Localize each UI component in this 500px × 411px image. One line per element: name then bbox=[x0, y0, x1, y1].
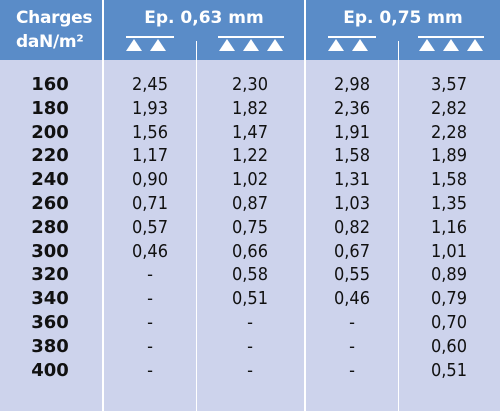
table-cell: 0,89 bbox=[430, 264, 468, 286]
column-divider bbox=[196, 41, 197, 411]
load-value: 280 bbox=[31, 216, 69, 238]
table-header: Charges daN/m² Ep. 0,63 mm Ep. 0,75 mm bbox=[0, 0, 500, 60]
table-cell: 0,60 bbox=[430, 335, 468, 357]
table-cell: 0,82 bbox=[333, 216, 371, 238]
table-cell: - bbox=[247, 335, 253, 357]
table-cell: 1,01 bbox=[430, 240, 468, 262]
table-cell: 2,30 bbox=[231, 74, 269, 95]
three-supports-icon bbox=[418, 36, 484, 52]
load-value: 200 bbox=[31, 121, 69, 143]
load-value: 360 bbox=[31, 312, 69, 333]
table-cell: 1,82 bbox=[231, 97, 269, 119]
load-value: 240 bbox=[31, 169, 69, 191]
table-cell: 0,70 bbox=[430, 312, 468, 333]
table-cell: 0,90 bbox=[131, 169, 169, 191]
two-supports-icon bbox=[126, 36, 174, 52]
table-cell: 2,36 bbox=[333, 97, 371, 119]
column-divider bbox=[398, 41, 399, 411]
table-cell: 1,02 bbox=[231, 169, 269, 191]
table-cell: - bbox=[147, 359, 153, 381]
table-cell: - bbox=[349, 335, 355, 357]
table-cell: 1,17 bbox=[131, 145, 169, 167]
table-row: 180 1,93 1,82 2,36 2,82 bbox=[0, 97, 500, 120]
table-cell: - bbox=[349, 312, 355, 333]
table-cell: - bbox=[147, 288, 153, 310]
two-supports-icon bbox=[328, 36, 376, 52]
table-row: 400 - - - 0,51 bbox=[0, 359, 500, 382]
table-cell: 1,22 bbox=[231, 145, 269, 167]
charges-unit: daN/m² bbox=[16, 32, 84, 52]
load-value: 180 bbox=[31, 97, 69, 119]
table-cell: 0,51 bbox=[430, 359, 468, 381]
table-cell: 0,55 bbox=[333, 264, 371, 286]
table-cell: - bbox=[349, 359, 355, 381]
table-cell: 1,16 bbox=[430, 216, 468, 238]
table-cell: 0,58 bbox=[231, 264, 269, 286]
load-value: 260 bbox=[31, 193, 69, 214]
table-cell: 1,47 bbox=[231, 121, 269, 143]
load-value: 400 bbox=[31, 359, 69, 381]
table-row: 200 1,56 1,47 1,91 2,28 bbox=[0, 121, 500, 144]
table-row: 320 - 0,58 0,55 0,89 bbox=[0, 263, 500, 286]
table-cell: 0,87 bbox=[231, 193, 269, 214]
table-cell: 1,93 bbox=[131, 97, 169, 119]
load-value: 380 bbox=[31, 335, 69, 357]
charges-header: Charges daN/m² bbox=[16, 6, 106, 54]
table-cell: 1,89 bbox=[430, 145, 468, 167]
thickness-header-075: Ep. 0,75 mm bbox=[343, 8, 463, 28]
table-row: 240 0,90 1,02 1,31 1,58 bbox=[0, 168, 500, 191]
table-cell: 1,31 bbox=[333, 169, 371, 191]
table-cell: 0,51 bbox=[231, 288, 269, 310]
table-row: 160 2,45 2,30 2,98 3,57 bbox=[0, 73, 500, 96]
table-cell: - bbox=[147, 312, 153, 333]
table-row: 340 - 0,51 0,46 0,79 bbox=[0, 287, 500, 310]
column-divider bbox=[304, 0, 306, 411]
column-divider bbox=[102, 0, 104, 411]
table-cell: 0,79 bbox=[430, 288, 468, 310]
table-cell: - bbox=[147, 264, 153, 286]
table-cell: - bbox=[147, 335, 153, 357]
table-cell: 2,82 bbox=[430, 97, 468, 119]
load-value: 300 bbox=[31, 240, 69, 262]
table-cell: 1,58 bbox=[430, 169, 468, 191]
thickness-header-063: Ep. 0,63 mm bbox=[144, 8, 264, 28]
load-value: 320 bbox=[31, 264, 69, 286]
charges-label: Charges bbox=[16, 8, 93, 28]
load-value: 220 bbox=[31, 145, 69, 167]
table-cell: 2,28 bbox=[430, 121, 468, 143]
table-cell: 0,66 bbox=[231, 240, 269, 262]
table-row: 360 - - - 0,70 bbox=[0, 311, 500, 334]
load-value: 340 bbox=[31, 288, 69, 310]
table-cell: 0,75 bbox=[231, 216, 269, 238]
table-cell: 3,57 bbox=[430, 74, 468, 95]
table-row: 380 - - - 0,60 bbox=[0, 335, 500, 358]
table-cell: 0,67 bbox=[333, 240, 371, 262]
table-cell: 0,71 bbox=[131, 193, 169, 214]
table-row: 280 0,57 0,75 0,82 1,16 bbox=[0, 216, 500, 239]
table-cell: 0,46 bbox=[333, 288, 371, 310]
table-cell: 2,45 bbox=[131, 74, 169, 95]
table-cell: 2,98 bbox=[333, 74, 371, 95]
table-row: 300 0,46 0,66 0,67 1,01 bbox=[0, 240, 500, 263]
load-value: 160 bbox=[31, 74, 69, 95]
table-cell: 0,46 bbox=[131, 240, 169, 262]
table-cell: 1,03 bbox=[333, 193, 371, 214]
table-cell: 1,56 bbox=[131, 121, 169, 143]
table-cell: 1,91 bbox=[333, 121, 371, 143]
table-cell: - bbox=[247, 312, 253, 333]
three-supports-icon bbox=[218, 36, 284, 52]
table-cell: 1,35 bbox=[430, 193, 468, 214]
table-cell: 0,57 bbox=[131, 216, 169, 238]
table-cell: - bbox=[247, 359, 253, 381]
table-cell: 1,58 bbox=[333, 145, 371, 167]
table-row: 260 0,71 0,87 1,03 1,35 bbox=[0, 192, 500, 215]
table-row: 220 1,17 1,22 1,58 1,89 bbox=[0, 144, 500, 167]
